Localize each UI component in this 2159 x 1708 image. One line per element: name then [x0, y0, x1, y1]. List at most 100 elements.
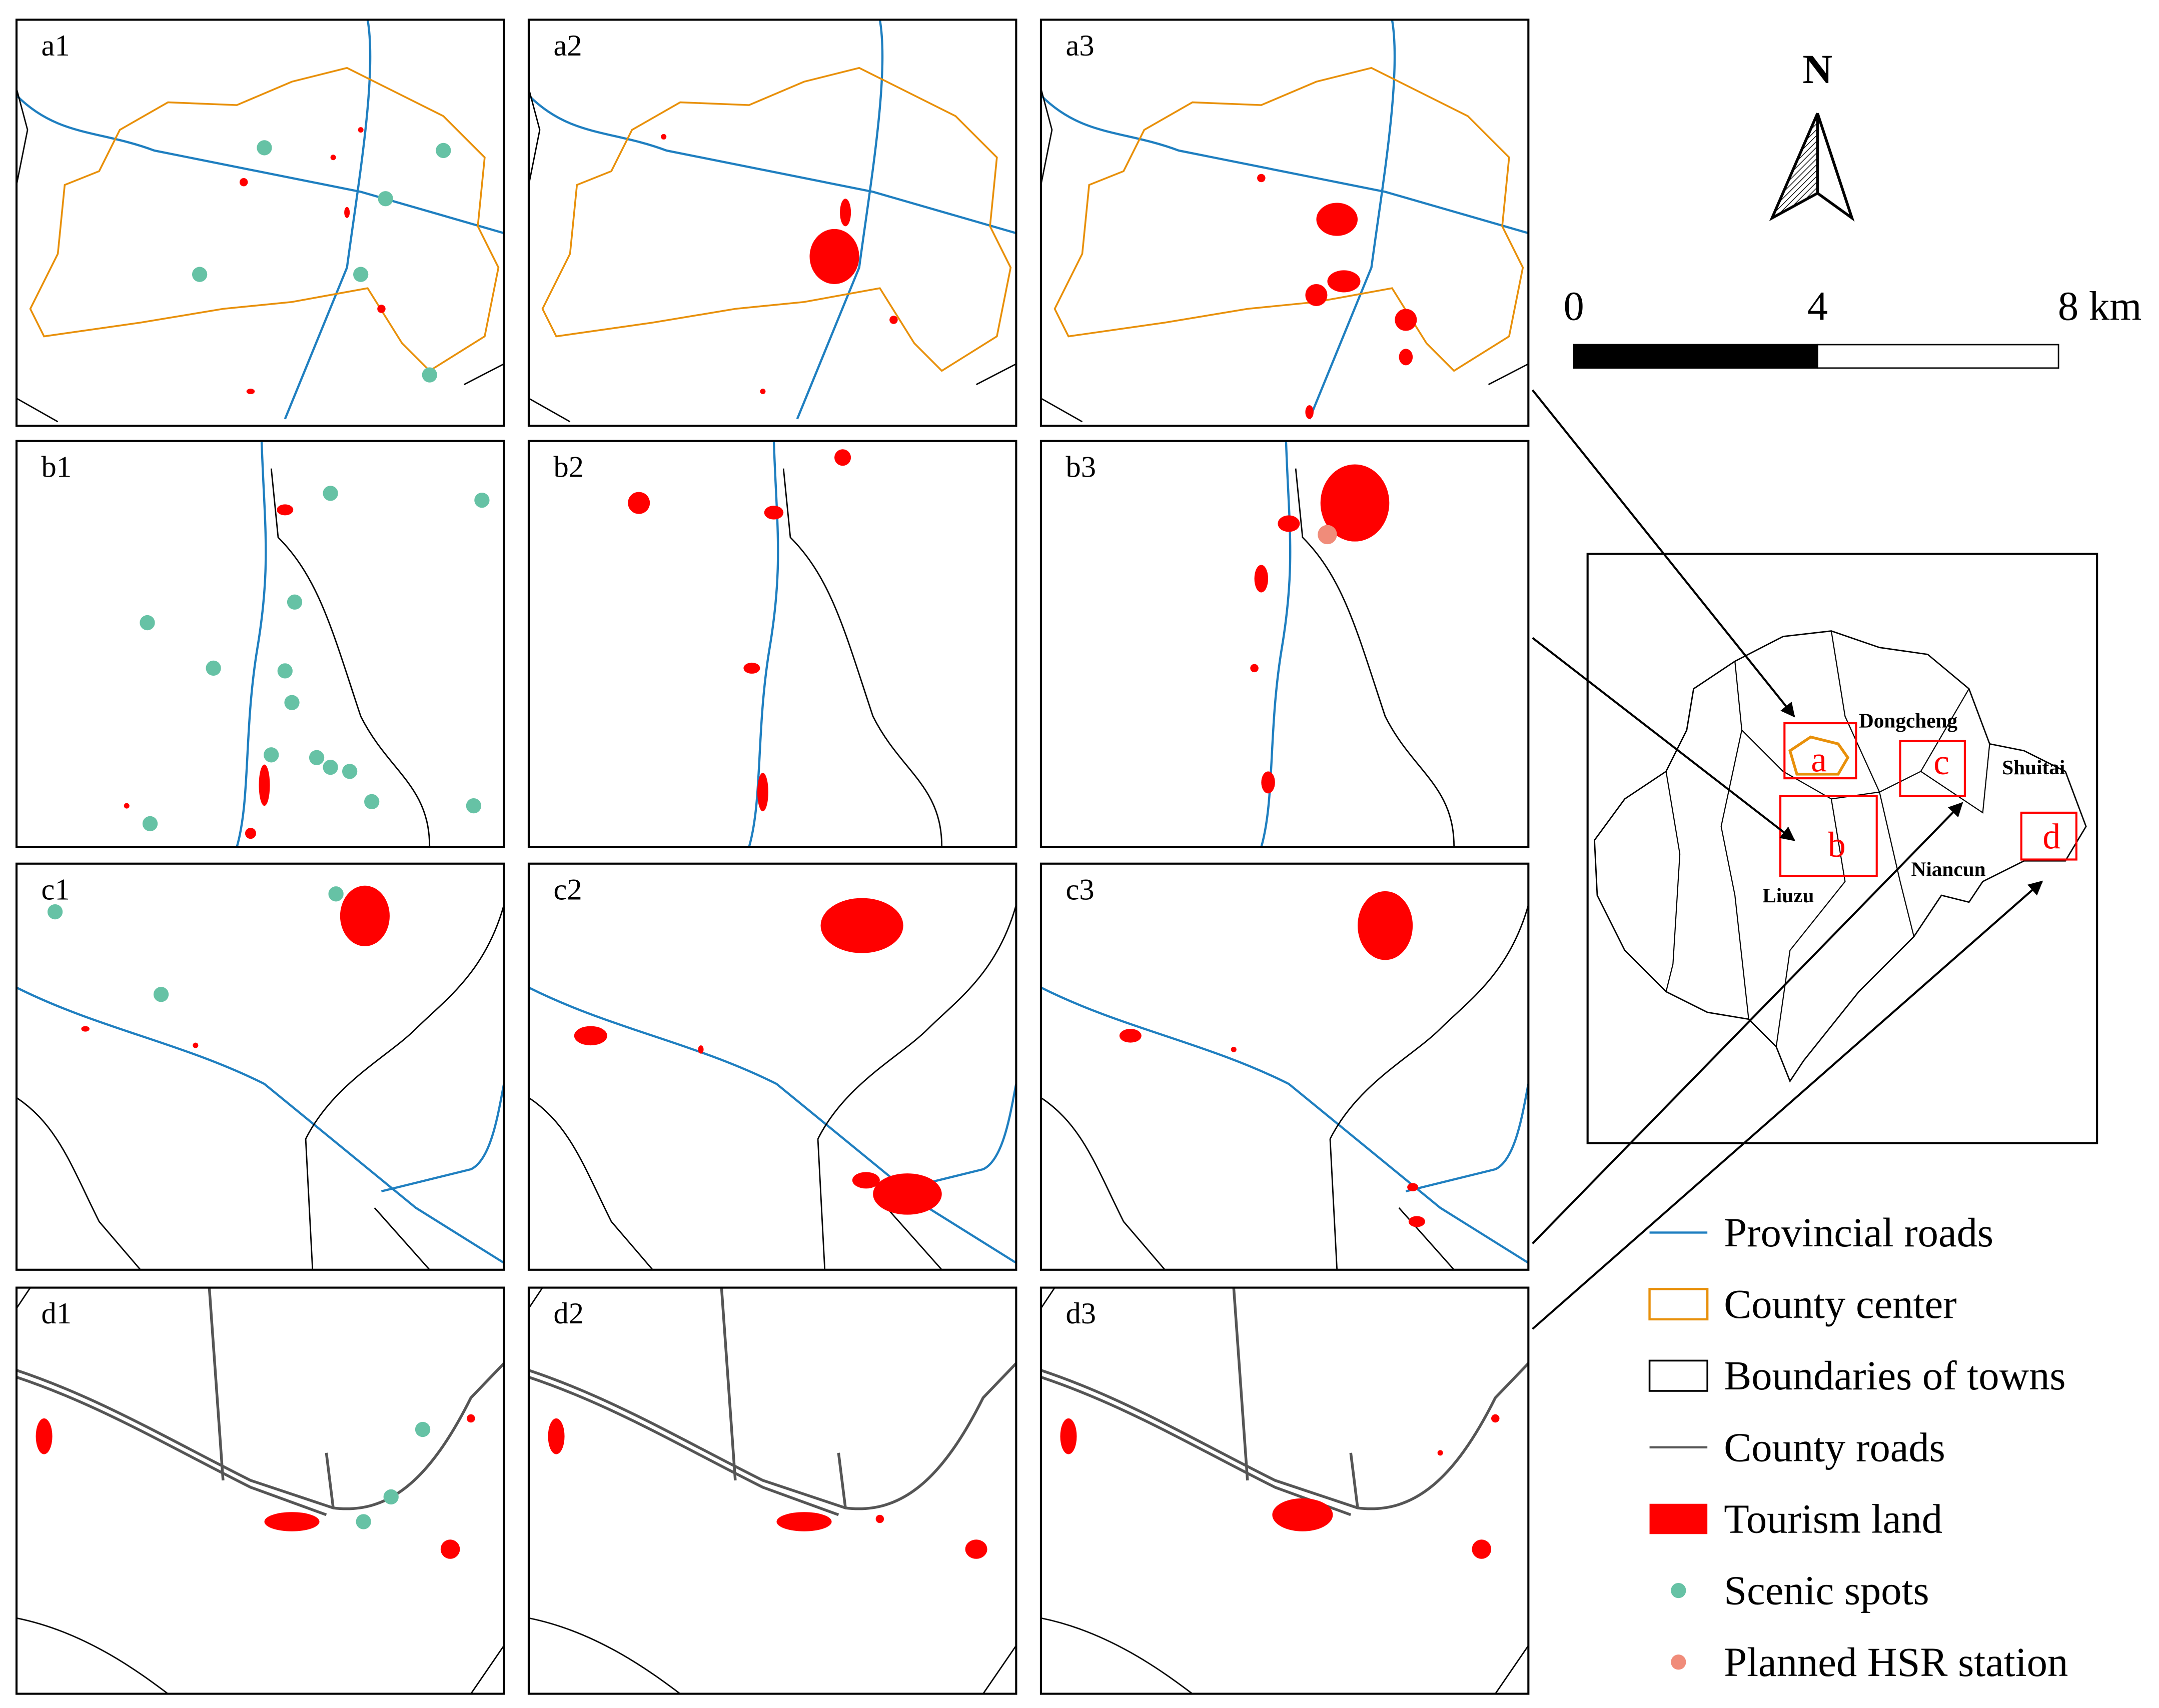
tourism-land	[1316, 203, 1358, 236]
legend-label: County roads	[1724, 1424, 1945, 1470]
hsr-station	[1318, 525, 1337, 545]
map-line	[541, 67, 1012, 372]
scenic-spot	[140, 615, 155, 631]
panel-frame	[527, 440, 1017, 848]
tourism-land	[1358, 891, 1413, 960]
legend-symbol	[1648, 1359, 1708, 1392]
map-line	[270, 468, 431, 847]
scale-label: 8 km	[2058, 283, 2141, 329]
scenic-spot	[192, 267, 208, 282]
panel-bg	[1040, 20, 1529, 426]
legend-label: Scenic spots	[1724, 1567, 1929, 1613]
map-panel: a1	[15, 19, 505, 427]
tourism-land	[440, 1539, 460, 1559]
tourism-land	[259, 764, 270, 806]
tourism-land	[764, 506, 784, 520]
panel-bg	[528, 863, 1016, 1270]
panel-label: c2	[554, 873, 582, 906]
tourism-land	[628, 492, 650, 514]
tourism-land	[809, 229, 859, 284]
scenic-spot	[383, 1489, 399, 1505]
tourism-land	[1407, 1183, 1419, 1191]
tourism-land	[1399, 349, 1413, 366]
north-arrow-left	[1769, 113, 1819, 222]
scenic-spot	[422, 367, 437, 383]
panel-bg	[17, 863, 504, 1270]
panel-bg	[1040, 441, 1529, 847]
scenic-spot	[309, 750, 325, 765]
scenic-spot	[378, 191, 393, 207]
map-panel: a2	[527, 19, 1017, 427]
panel-label: d3	[1065, 1297, 1096, 1330]
inset-county-center	[1788, 735, 1850, 776]
inset-box-label: c	[1933, 743, 1949, 782]
scenic-spot	[466, 798, 482, 814]
panel-frame	[527, 1286, 1017, 1695]
scenic-spot	[342, 764, 358, 779]
tourism-land	[661, 134, 667, 140]
tourism-land	[1250, 664, 1259, 673]
north-label: N	[1803, 46, 1833, 92]
map-panel: d3	[1039, 1286, 1530, 1695]
tourism-land	[548, 1418, 565, 1454]
legend: Provincial roads County center Boundaries …	[1648, 1209, 2068, 1685]
panel-bg	[17, 20, 504, 426]
scenic-spot	[142, 816, 158, 832]
inset-town-label: Liuzu	[1762, 884, 1814, 907]
tourism-land	[330, 155, 336, 161]
map-panel: d2	[527, 1286, 1017, 1695]
scenic-spot	[323, 486, 338, 501]
tourism-land	[1305, 284, 1328, 306]
scale-label: 0	[1564, 283, 1584, 329]
panel-frame	[527, 862, 1017, 1271]
panel-bg	[528, 441, 1016, 847]
scenic-spot	[474, 492, 490, 508]
scenic-spot	[364, 794, 380, 810]
tourism-land	[820, 898, 903, 953]
tourism-land	[1278, 515, 1300, 532]
tourism-land	[1257, 174, 1266, 183]
inset-town-label: Dongcheng	[1859, 709, 1958, 732]
inset-box-label: d	[2042, 817, 2060, 856]
panel-label: a3	[1065, 29, 1094, 63]
map-line	[528, 1287, 1016, 1694]
scenic-spot	[287, 594, 303, 610]
panel-label: b3	[1065, 450, 1096, 484]
tourism-land	[245, 828, 256, 839]
tourism-land	[1231, 1046, 1237, 1052]
map-panel: d1	[15, 1286, 505, 1695]
tourism-land	[1437, 1450, 1443, 1456]
tourism-land	[1305, 405, 1314, 419]
legend-label: County center	[1724, 1281, 1956, 1327]
scenic-spot	[436, 143, 451, 159]
panel-bg	[1040, 863, 1529, 1270]
panel-content	[528, 863, 1016, 1270]
panel-bg	[528, 20, 1016, 426]
scenic-spot	[47, 904, 63, 920]
panel-label: b1	[42, 450, 72, 484]
panel-content	[1040, 20, 1529, 426]
connector-arrow	[1532, 802, 1963, 1244]
map-line	[17, 88, 504, 423]
panel-label: a1	[42, 29, 70, 63]
map-panel: b2	[527, 440, 1017, 848]
tourism-land	[1327, 270, 1361, 293]
panel-frame	[15, 862, 505, 1271]
map-line	[1040, 904, 1529, 1270]
tourism-land	[574, 1026, 607, 1046]
inset-box	[1899, 740, 1966, 797]
legend-label: Boundaries of towns	[1724, 1352, 2065, 1398]
tourism-land	[875, 1514, 884, 1523]
panel-content	[528, 20, 1016, 426]
connector-arrow	[1531, 389, 1795, 718]
scenic-spot	[284, 695, 300, 710]
panel-frame	[15, 1286, 505, 1695]
inset-box-label: b	[1828, 825, 1846, 865]
tourism-land	[698, 1045, 704, 1054]
map-panel: b1	[15, 440, 505, 848]
tourism-land	[873, 1173, 942, 1215]
map-line	[17, 1287, 504, 1694]
connector-arrow	[1532, 637, 1795, 841]
map-line	[1260, 441, 1292, 847]
